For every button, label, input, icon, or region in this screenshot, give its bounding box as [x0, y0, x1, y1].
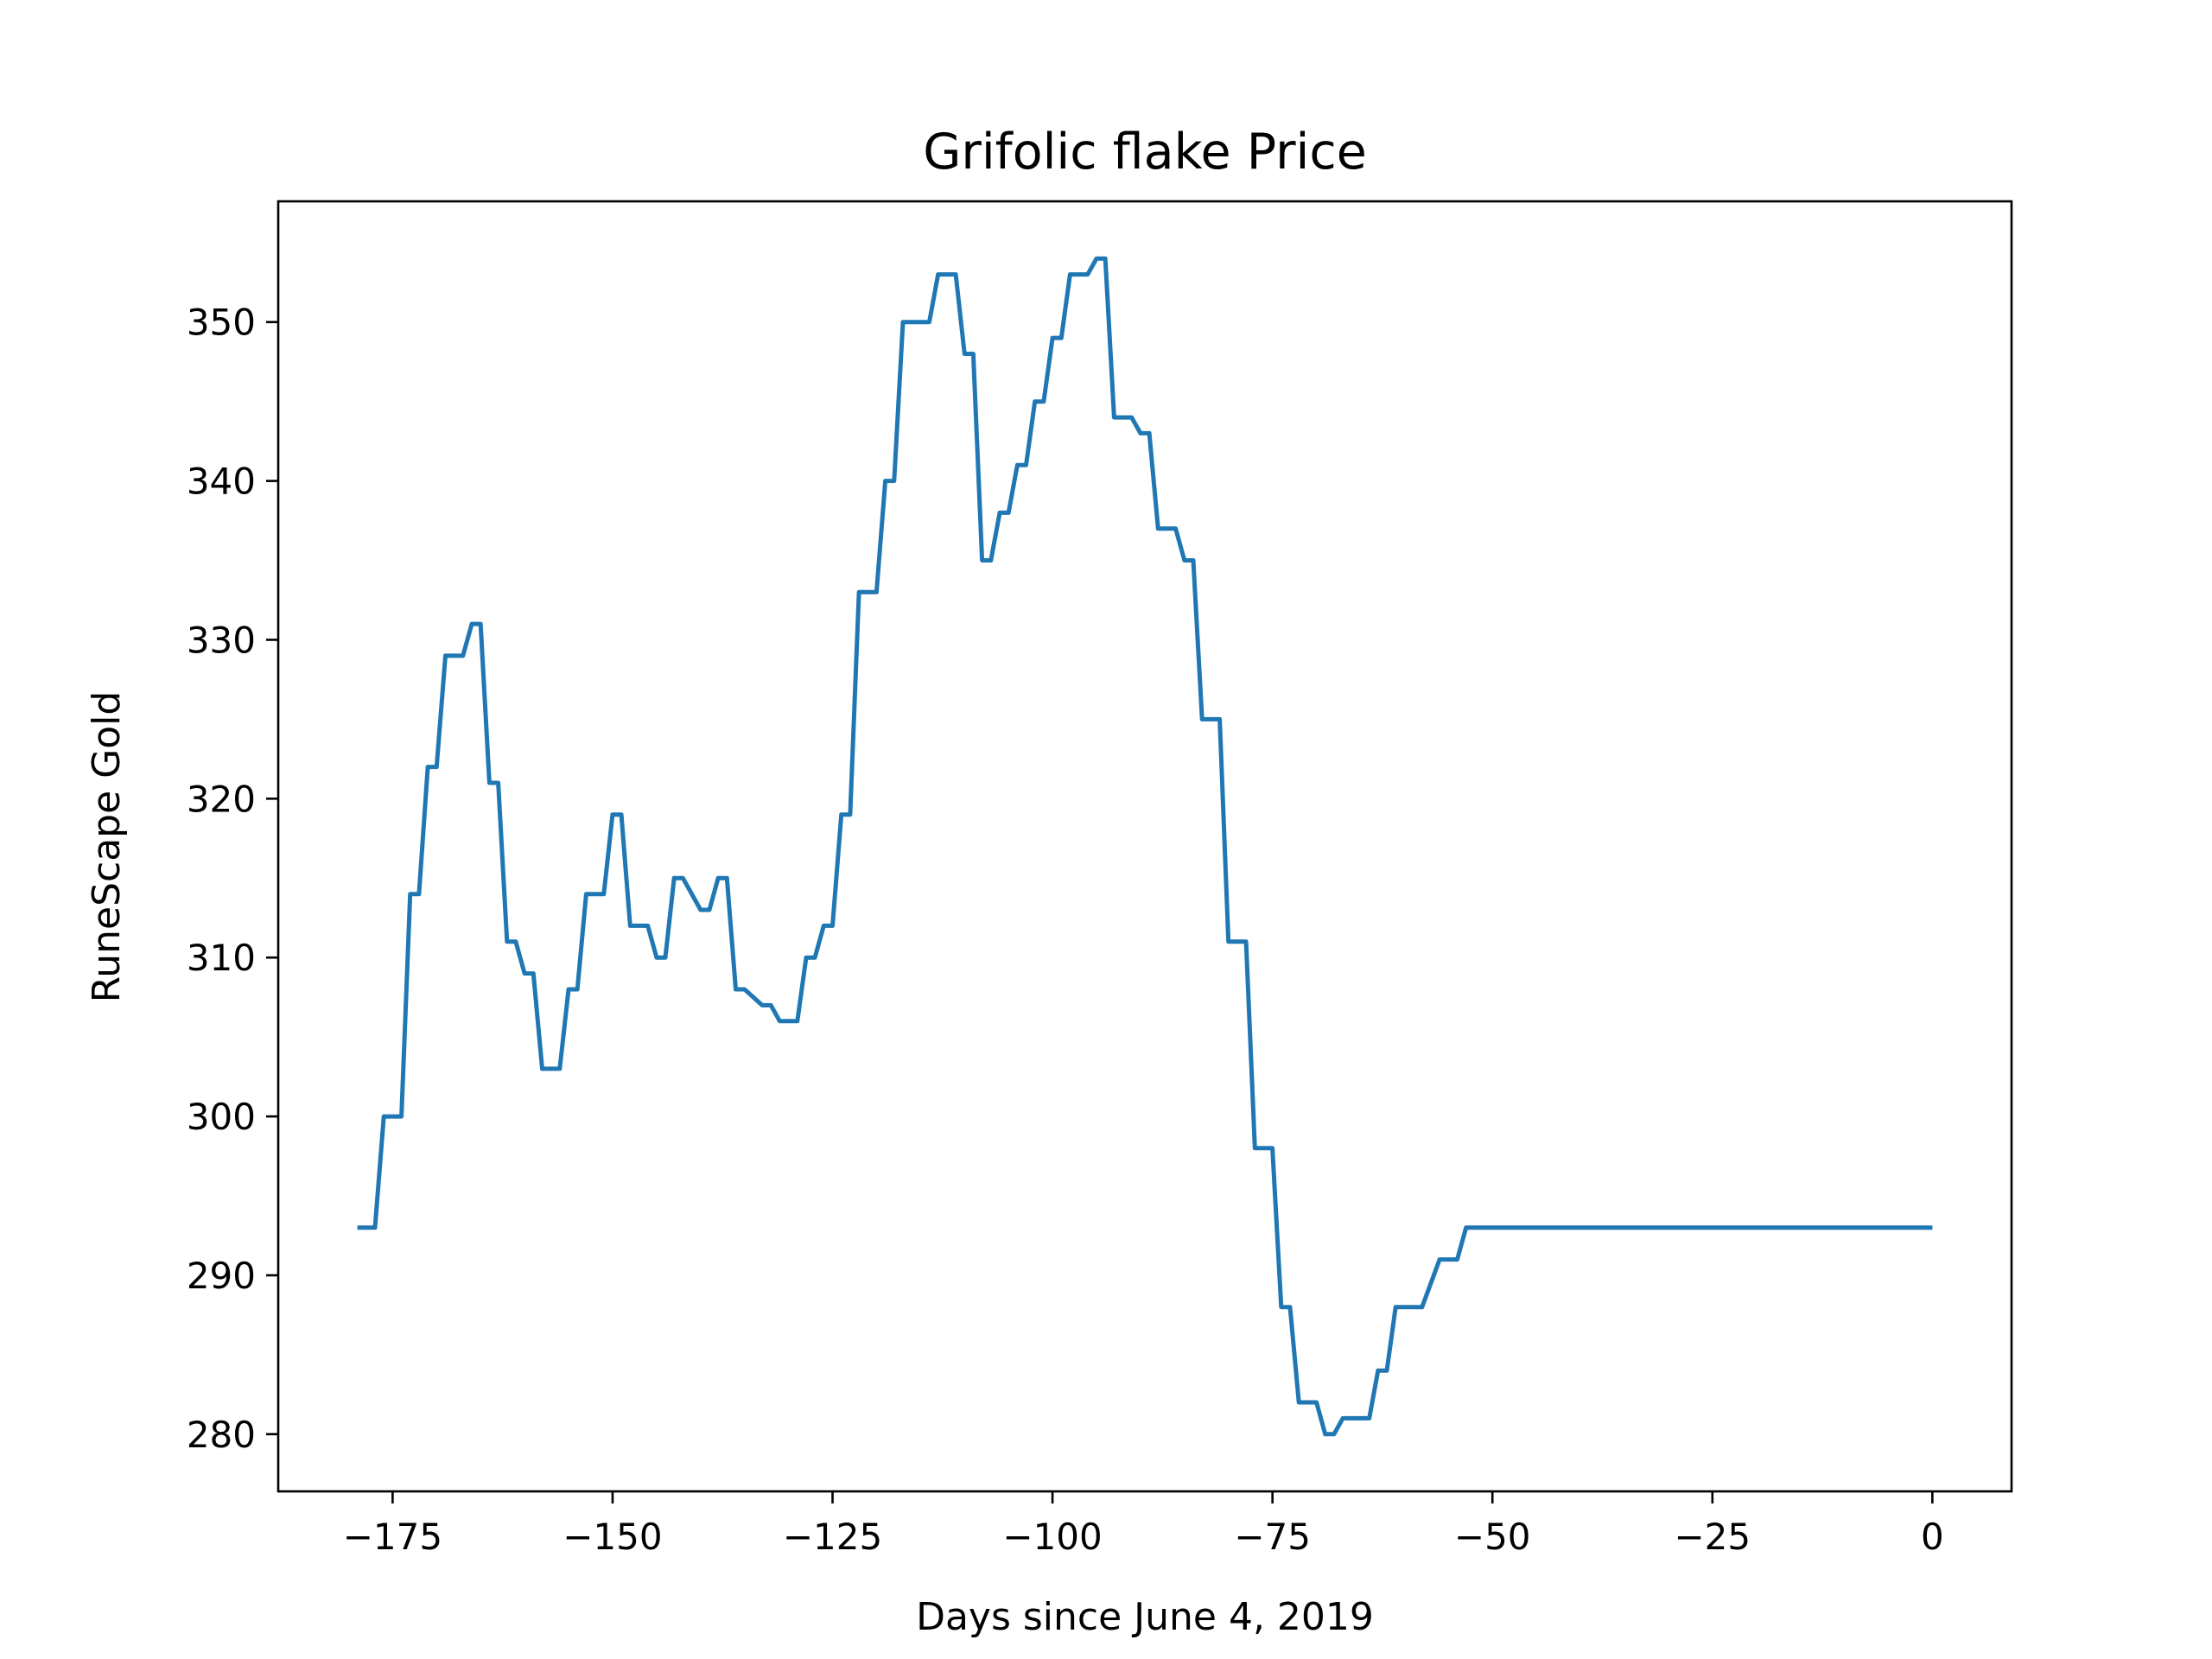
x-axis-label: Days since June 4, 2019: [916, 1595, 1374, 1639]
x-tick-label: −150: [563, 1516, 662, 1558]
y-tick-label: 300: [187, 1096, 256, 1138]
price-series-line: [357, 256, 1933, 1437]
y-tick-label: 340: [187, 461, 256, 503]
y-tick-label: 350: [187, 302, 256, 344]
x-tick-label: −175: [343, 1516, 442, 1558]
chart-title: Grifolic flake Price: [923, 124, 1367, 181]
y-axis-label: RuneScape Gold: [85, 691, 129, 1003]
y-tick-label: 280: [187, 1414, 256, 1456]
x-tick-label: −75: [1234, 1516, 1311, 1558]
x-tick-label: −50: [1454, 1516, 1531, 1558]
x-tick-label: 0: [1921, 1516, 1944, 1558]
x-tick-label: −125: [783, 1516, 882, 1558]
y-tick-label: 290: [187, 1255, 256, 1297]
plot-area-frame: [276, 200, 2013, 1493]
y-tick-label: 320: [187, 778, 256, 820]
x-tick-label: −25: [1674, 1516, 1751, 1558]
y-tick-label: 330: [187, 619, 256, 661]
y-tick-label: 310: [187, 937, 256, 979]
x-tick-label: −100: [1002, 1516, 1102, 1558]
